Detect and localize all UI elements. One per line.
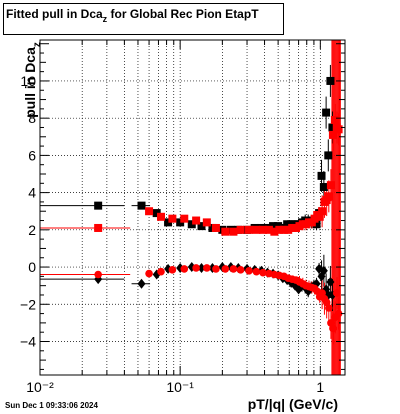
circle-marker (192, 264, 200, 272)
square-marker (324, 151, 333, 160)
square-marker (270, 227, 279, 236)
x-tick-label: 10⁻² (26, 379, 54, 395)
square-marker (330, 116, 339, 125)
square-marker (328, 123, 337, 132)
circle-marker (259, 268, 267, 277)
circle-marker (252, 267, 261, 276)
y-tick-label: 8 (28, 110, 36, 126)
plot-frame (39, 39, 346, 376)
square-marker (168, 214, 177, 223)
square-marker (152, 209, 161, 218)
circle-marker (236, 266, 245, 274)
square-marker (322, 108, 331, 117)
square-marker (312, 220, 321, 229)
circle-marker (221, 265, 230, 273)
x-axis-label: pT/|q| (GeV/c) (247, 396, 338, 412)
y-tick-label: −4 (20, 334, 36, 350)
square-marker (221, 227, 230, 236)
square-marker (269, 222, 278, 231)
axis-ticks: 10⁻² 10⁻¹ 1 −4 −2 0 2 4 6 8 10 (20, 40, 345, 395)
circle-marker (180, 265, 189, 273)
y-axis-label: pull in Dcaz (22, 42, 43, 118)
point-error-bars (97, 64, 340, 345)
square-marker (187, 220, 196, 229)
square-marker (176, 218, 185, 227)
y-tick-label: −2 (20, 296, 36, 312)
circle-marker (334, 309, 343, 318)
diamond-marker (319, 265, 328, 276)
circle-marker (157, 267, 165, 276)
square-marker (315, 212, 324, 221)
data-markers (94, 76, 343, 333)
circle-marker (145, 269, 153, 278)
square-marker (318, 207, 327, 216)
circle-marker (325, 304, 333, 312)
circle-marker (229, 265, 238, 273)
square-marker (259, 225, 268, 234)
square-marker (324, 192, 333, 201)
y-tick-label: 10 (20, 73, 36, 89)
square-marker (328, 130, 337, 139)
chart-title: Fitted pull in Dcaz for Global Rec Pion … (6, 7, 259, 24)
diamond-marker (197, 262, 206, 273)
square-marker (236, 225, 245, 234)
square-marker (202, 218, 211, 227)
square-marker (157, 212, 166, 221)
square-marker (334, 125, 343, 134)
diamond-marker (326, 276, 335, 287)
square-marker (180, 214, 189, 223)
square-marker (192, 216, 201, 225)
y-tick-label: 6 (28, 147, 36, 163)
x-tick-label: 1 (316, 379, 324, 395)
diamond-marker (137, 278, 146, 289)
square-marker (283, 220, 292, 229)
y-tick-label: 2 (28, 222, 36, 238)
circle-marker (94, 270, 102, 279)
circle-marker (245, 266, 253, 275)
circle-marker (168, 266, 177, 274)
circle-marker (212, 265, 220, 273)
square-marker (94, 223, 103, 232)
square-marker (145, 207, 154, 216)
square-marker (279, 225, 288, 234)
square-marker (197, 222, 206, 231)
x-tick-label: 10⁻¹ (166, 379, 194, 395)
square-marker (317, 171, 326, 180)
square-marker (264, 225, 273, 234)
circle-marker (329, 324, 337, 333)
square-marker (211, 223, 220, 232)
square-marker (137, 201, 146, 210)
circle-marker (203, 264, 211, 272)
square-marker (229, 227, 238, 236)
timestamp-footer: Sun Dec 1 09:33:06 2024 (5, 401, 98, 410)
circle-marker (332, 289, 341, 297)
square-marker (94, 201, 103, 210)
grid-lines (40, 40, 345, 375)
square-marker (275, 225, 284, 234)
y-tick-label: 4 (28, 185, 36, 201)
square-marker (319, 183, 328, 192)
y-tick-label: 0 (28, 259, 36, 275)
square-marker (326, 76, 335, 85)
square-marker (245, 225, 254, 234)
square-marker (326, 181, 335, 190)
square-marker (252, 225, 261, 234)
error-bars (40, 205, 151, 285)
square-marker (164, 218, 173, 227)
title-box (3, 3, 284, 35)
